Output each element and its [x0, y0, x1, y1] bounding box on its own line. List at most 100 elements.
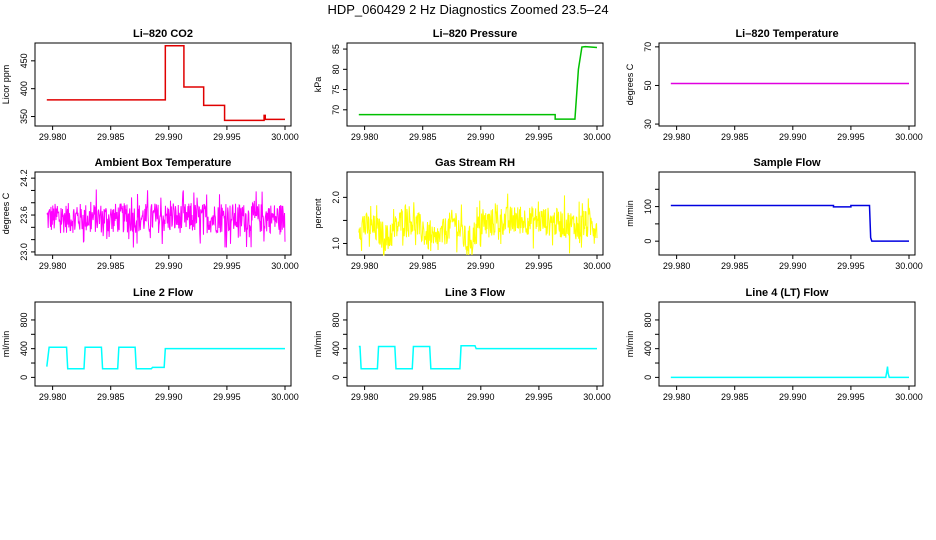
x-tick-label: 29.995 — [837, 261, 865, 271]
x-tick-label: 29.995 — [525, 132, 553, 142]
panel-3: Ambient Box Temperature 29.980 29.985 29.99… — [1, 157, 299, 271]
series-line — [670, 204, 909, 242]
x-tick-label: 29.980 — [39, 132, 67, 142]
y-tick-label: 24.2 — [19, 169, 29, 187]
y-tick-label: 30 — [643, 119, 653, 129]
y-tick-label: 75 — [331, 85, 341, 95]
y-axis-label: Licor ppm — [1, 65, 11, 105]
x-tick-label: 30.000 — [583, 392, 611, 402]
x-tick-label: 29.990 — [155, 261, 183, 271]
series-line — [358, 45, 598, 120]
x-tick-label: 29.985 — [97, 261, 125, 271]
x-tick-label: 30.000 — [271, 392, 299, 402]
plot-frame — [346, 301, 604, 387]
panel-0: Li–820 CO2 29.980 29.985 29.990 29.995 30.000… — [1, 28, 299, 142]
x-tick-label: 29.980 — [663, 132, 691, 142]
panel-title: Ambient Box Temperature — [95, 157, 232, 169]
x-tick-label: 29.985 — [721, 261, 749, 271]
plot-frame — [346, 42, 604, 127]
y-tick-label: 800 — [19, 312, 29, 327]
y-axis-label: ml/min — [625, 200, 635, 227]
y-axis-label: ml/min — [625, 331, 635, 358]
y-tick-label: 800 — [643, 312, 653, 327]
plot-frame — [658, 171, 916, 256]
x-tick-label: 29.990 — [155, 132, 183, 142]
x-tick-label: 29.995 — [213, 261, 241, 271]
x-tick-label: 30.000 — [583, 132, 611, 142]
x-tick-label: 29.990 — [779, 261, 807, 271]
panel-title: Gas Stream RH — [435, 157, 515, 169]
panel-title: Line 4 (LT) Flow — [746, 287, 829, 299]
y-tick-label: 400 — [19, 341, 29, 356]
y-tick-label: 23.6 — [19, 206, 29, 224]
x-tick-label: 30.000 — [895, 132, 923, 142]
x-tick-label: 29.995 — [837, 392, 865, 402]
x-tick-label: 29.990 — [467, 132, 495, 142]
y-tick-label: 70 — [331, 105, 341, 115]
plot-frame — [34, 42, 292, 127]
plot-frame — [346, 171, 604, 256]
y-tick-label: 350 — [19, 109, 29, 124]
y-tick-label: 100 — [643, 199, 653, 214]
x-tick-label: 29.980 — [39, 392, 67, 402]
x-tick-label: 29.985 — [721, 392, 749, 402]
panel-title: Line 2 Flow — [133, 287, 193, 299]
x-tick-label: 29.985 — [721, 132, 749, 142]
x-tick-label: 29.995 — [525, 392, 553, 402]
x-tick-label: 29.990 — [467, 392, 495, 402]
x-tick-label: 29.995 — [213, 132, 241, 142]
x-tick-label: 29.985 — [97, 132, 125, 142]
x-tick-label: 29.995 — [213, 392, 241, 402]
y-tick-label: 400 — [19, 81, 29, 96]
x-tick-label: 30.000 — [271, 261, 299, 271]
panel-title: Line 3 Flow — [445, 287, 505, 299]
y-tick-label: 80 — [331, 64, 341, 74]
panel-title: Li–820 Temperature — [735, 28, 838, 40]
y-tick-label: 450 — [19, 53, 29, 68]
plot-frame — [34, 301, 292, 387]
y-tick-label: 0 — [643, 375, 653, 380]
series-line — [358, 193, 598, 256]
y-tick-label: 0 — [643, 239, 653, 244]
x-tick-label: 29.995 — [837, 132, 865, 142]
y-tick-label: 400 — [331, 341, 341, 356]
x-tick-label: 30.000 — [583, 261, 611, 271]
x-tick-label: 29.985 — [409, 392, 437, 402]
x-tick-label: 29.990 — [467, 261, 495, 271]
x-tick-label: 30.000 — [895, 261, 923, 271]
x-tick-label: 30.000 — [895, 392, 923, 402]
x-tick-label: 29.980 — [663, 261, 691, 271]
x-tick-label: 29.980 — [351, 261, 379, 271]
y-tick-label: 2.0 — [331, 191, 341, 204]
y-axis-label: degrees C — [1, 192, 11, 234]
y-axis-label: ml/min — [313, 331, 323, 358]
series-line — [46, 45, 285, 122]
panel-1: Li–820 Pressure 29.980 29.985 29.990 29.995 3… — [313, 28, 611, 142]
y-tick-label: 23.0 — [19, 243, 29, 261]
panel-7: Line 3 Flow 29.980 29.985 29.990 29.995 30.00… — [313, 287, 611, 402]
x-tick-label: 29.990 — [155, 392, 183, 402]
x-tick-label: 29.995 — [525, 261, 553, 271]
panel-title: Li–820 CO2 — [133, 28, 193, 40]
plot-frame — [34, 171, 292, 256]
series-line — [46, 189, 286, 248]
series-line — [670, 366, 909, 379]
plot-frame — [658, 301, 916, 387]
y-axis-label: kPa — [313, 77, 323, 93]
panel-title: Sample Flow — [753, 157, 821, 169]
x-tick-label: 29.985 — [97, 392, 125, 402]
series-line — [358, 345, 597, 370]
y-tick-label: 0 — [331, 375, 341, 380]
y-tick-label: 400 — [643, 341, 653, 356]
y-tick-label: 800 — [331, 312, 341, 327]
figure-title: HDP_060429 2 Hz Diagnostics Zoomed 23.5–… — [327, 2, 608, 17]
y-axis-label: degrees C — [625, 63, 635, 105]
panel-4: Gas Stream RH 29.980 29.985 29.990 29.995 30.… — [313, 157, 611, 271]
y-tick-label: 85 — [331, 44, 341, 54]
panel-5: Sample Flow 29.980 29.985 29.990 29.995 30.00… — [625, 157, 923, 271]
x-tick-label: 29.980 — [351, 132, 379, 142]
panel-2: Li–820 Temperature 29.980 29.985 29.990 29.9… — [625, 28, 923, 142]
y-axis-label: ml/min — [1, 331, 11, 358]
x-tick-label: 30.000 — [271, 132, 299, 142]
